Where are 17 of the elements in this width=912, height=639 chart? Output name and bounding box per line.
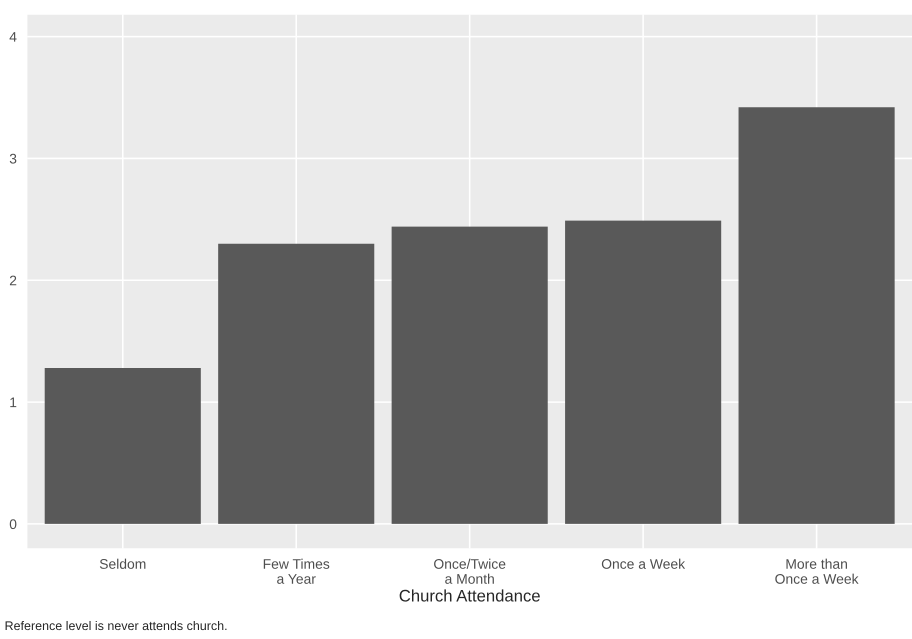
x-tick-label: Few Times a Year — [264, 558, 330, 584]
bar — [44, 368, 201, 524]
y-tick-label: 3 — [10, 154, 16, 164]
y-tick-label: 0 — [10, 519, 16, 530]
x-axis-title: Church Attendance — [400, 589, 540, 602]
bar — [218, 244, 374, 524]
y-tick-label: 1 — [10, 398, 16, 408]
x-tick-label: Once a Week — [602, 558, 686, 569]
x-tick-label: Once/Twice a Month — [434, 558, 506, 584]
x-tick-label: Seldom — [100, 558, 146, 569]
y-tick-label: 2 — [10, 276, 16, 286]
text: Reference level is never attends church. — [6, 620, 226, 630]
bar — [565, 220, 722, 524]
bar — [738, 107, 895, 524]
bar — [392, 226, 548, 524]
y-tick-label: 4 — [10, 32, 17, 42]
x-tick-label: More than Once a Week — [775, 558, 859, 584]
